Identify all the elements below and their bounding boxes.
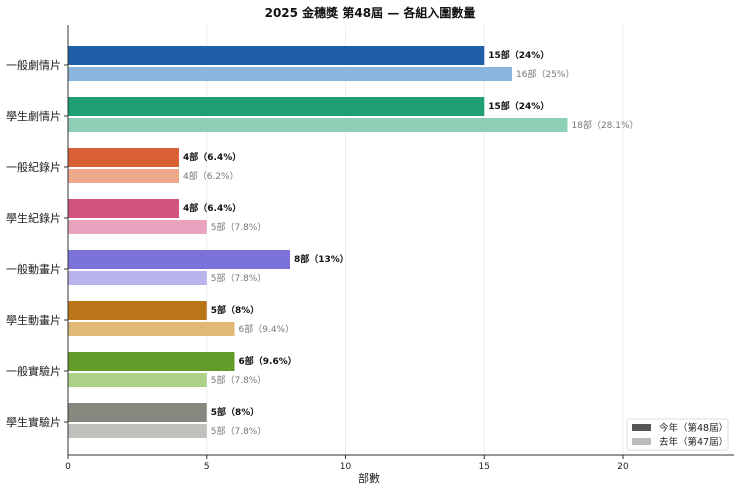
x-tick-label: 0 <box>65 462 71 472</box>
category-label: 一般紀錄片 <box>6 160 61 174</box>
legend-swatch <box>632 438 651 445</box>
bar-last-year <box>68 424 207 438</box>
data-label-last-year: 5部（7.8%） <box>211 272 267 284</box>
bar-this-year <box>68 199 179 218</box>
data-label-last-year: 5部（7.8%） <box>211 425 267 437</box>
bar-this-year <box>68 250 290 269</box>
data-label-last-year: 16部（25%） <box>516 68 574 80</box>
bar-last-year <box>68 169 179 183</box>
bar-last-year <box>68 373 207 387</box>
data-label-last-year: 5部（7.8%） <box>211 221 267 233</box>
category-label: 一般動畫片 <box>6 262 61 276</box>
legend-box <box>626 418 729 451</box>
category-label: 學生劇情片 <box>6 109 61 123</box>
chart-title: 2025 金穗獎 第48屆 — 各組入圍數量 <box>265 5 476 20</box>
x-tick-label: 5 <box>204 462 210 472</box>
category-label: 學生紀錄片 <box>6 211 61 225</box>
bar-this-year <box>68 97 485 116</box>
bar-this-year <box>68 301 207 320</box>
bar-this-year <box>68 46 485 65</box>
data-label-last-year: 4部（6.2%） <box>183 170 239 182</box>
data-label-this-year: 6部（9.6%） <box>239 355 297 367</box>
category-label: 學生實驗片 <box>6 415 61 429</box>
x-tick-label: 20 <box>617 462 629 472</box>
data-label-this-year: 4部（6.4%） <box>183 202 241 214</box>
bar-last-year <box>68 271 207 285</box>
data-label-this-year: 5部（8%） <box>211 406 260 418</box>
data-label-last-year: 5部（7.8%） <box>211 374 267 386</box>
bar-this-year <box>68 403 207 422</box>
bar-last-year <box>68 118 568 132</box>
x-tick-label: 15 <box>479 462 490 472</box>
legend-swatch <box>632 424 651 431</box>
bar-this-year <box>68 352 235 371</box>
x-tick-label: 10 <box>340 462 352 472</box>
data-label-this-year: 5部（8%） <box>211 304 260 316</box>
data-label-this-year: 15部（24%） <box>488 100 549 112</box>
category-label: 一般實驗片 <box>6 364 61 378</box>
category-label: 一般劇情片 <box>6 58 61 72</box>
data-label-this-year: 15部（24%） <box>488 49 549 61</box>
legend-label: 今年（第48屆） <box>659 422 728 434</box>
x-axis-label: 部數 <box>358 471 380 485</box>
data-label-last-year: 6部（9.4%） <box>239 323 295 335</box>
bar-last-year <box>68 67 512 81</box>
data-label-last-year: 18部（28.1%） <box>572 119 639 131</box>
data-label-this-year: 8部（13%） <box>294 253 349 265</box>
data-label-this-year: 4部（6.4%） <box>183 151 241 163</box>
bar-last-year <box>68 220 207 234</box>
category-label: 學生動畫片 <box>6 313 61 327</box>
legend-label: 去年（第47屆） <box>659 436 728 448</box>
bar-this-year <box>68 148 179 167</box>
bar-last-year <box>68 322 235 336</box>
